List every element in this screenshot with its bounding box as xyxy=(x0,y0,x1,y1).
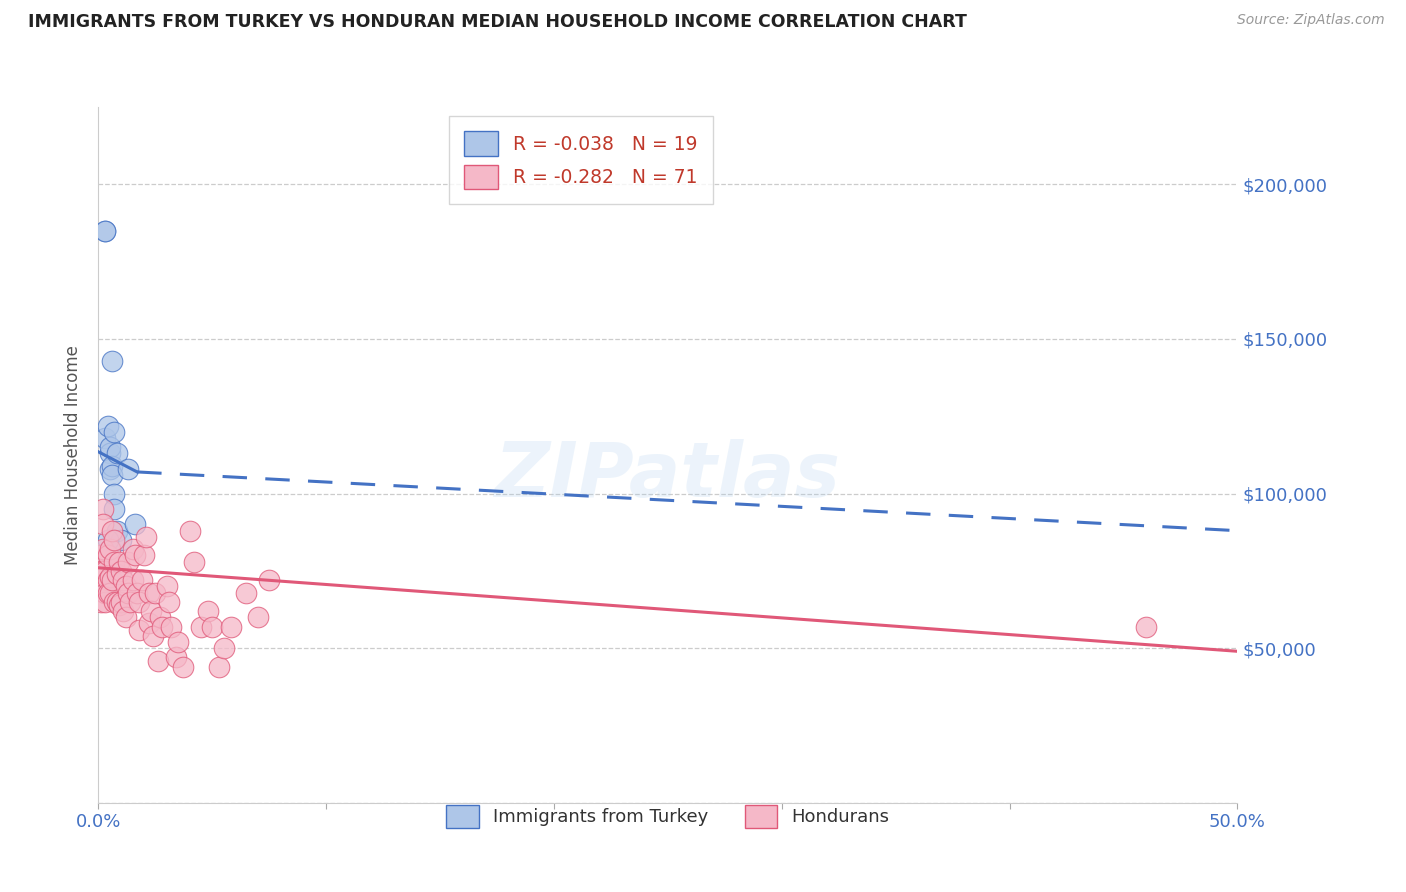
Point xyxy=(219,619,242,633)
Point xyxy=(105,446,128,460)
Point xyxy=(120,595,142,609)
Point xyxy=(117,555,139,569)
Point xyxy=(98,585,121,599)
Point xyxy=(124,517,146,532)
Point xyxy=(96,585,118,599)
Point xyxy=(259,573,281,587)
Point xyxy=(135,530,157,544)
Point xyxy=(108,598,131,612)
Point xyxy=(132,549,155,563)
Point xyxy=(94,585,117,599)
Point xyxy=(145,585,167,599)
Point xyxy=(105,595,128,609)
Point xyxy=(1135,619,1157,633)
Text: ZIPatlas: ZIPatlas xyxy=(495,439,841,513)
Point xyxy=(98,446,121,460)
Point xyxy=(212,641,235,656)
Point xyxy=(165,650,187,665)
Point xyxy=(121,573,143,587)
Point xyxy=(94,224,117,238)
Point xyxy=(91,502,114,516)
Point xyxy=(103,486,125,500)
Point xyxy=(110,564,132,578)
Point xyxy=(208,659,231,673)
Point xyxy=(101,458,124,473)
Point xyxy=(128,595,150,609)
Point xyxy=(183,555,205,569)
Point xyxy=(90,595,112,609)
Point xyxy=(91,564,114,578)
Point xyxy=(131,573,153,587)
Point xyxy=(103,502,125,516)
Point xyxy=(167,635,190,649)
Point xyxy=(101,353,124,368)
Point xyxy=(94,579,117,593)
Point xyxy=(139,604,162,618)
Point xyxy=(112,573,135,587)
Point xyxy=(105,566,128,581)
Point xyxy=(96,573,118,587)
Point xyxy=(103,555,125,569)
Point xyxy=(94,431,117,445)
Point xyxy=(98,440,121,454)
Point xyxy=(121,542,143,557)
Point xyxy=(190,619,212,633)
Point xyxy=(117,462,139,476)
Point xyxy=(138,585,160,599)
Point xyxy=(138,616,160,631)
Point xyxy=(105,524,128,538)
Point xyxy=(90,564,112,578)
Point xyxy=(98,570,121,584)
Text: IMMIGRANTS FROM TURKEY VS HONDURAN MEDIAN HOUSEHOLD INCOME CORRELATION CHART: IMMIGRANTS FROM TURKEY VS HONDURAN MEDIA… xyxy=(28,13,967,31)
Point xyxy=(157,595,180,609)
Point xyxy=(90,579,112,593)
Point xyxy=(201,619,224,633)
Point xyxy=(96,549,118,563)
Point xyxy=(156,579,179,593)
Point xyxy=(246,610,269,624)
Point xyxy=(91,517,114,532)
Point xyxy=(110,595,132,609)
Point xyxy=(114,579,136,593)
Point xyxy=(98,462,121,476)
Point xyxy=(142,629,165,643)
Point xyxy=(103,595,125,609)
Y-axis label: Median Household Income: Median Household Income xyxy=(65,345,83,565)
Point xyxy=(101,573,124,587)
Point xyxy=(101,468,124,483)
Point xyxy=(197,604,219,618)
Point xyxy=(179,524,201,538)
Point xyxy=(108,555,131,569)
Point xyxy=(98,542,121,557)
Point xyxy=(127,585,149,599)
Point xyxy=(96,418,118,433)
Legend: Immigrants from Turkey, Hondurans: Immigrants from Turkey, Hondurans xyxy=(432,790,904,842)
Point xyxy=(96,533,118,547)
Point xyxy=(94,564,117,578)
Point xyxy=(128,623,150,637)
Point xyxy=(103,425,125,439)
Point xyxy=(124,549,146,563)
Point xyxy=(101,524,124,538)
Point xyxy=(146,654,169,668)
Point xyxy=(94,595,117,609)
Point xyxy=(117,585,139,599)
Point xyxy=(112,604,135,618)
Point xyxy=(114,610,136,624)
Point xyxy=(160,619,183,633)
Text: Source: ZipAtlas.com: Source: ZipAtlas.com xyxy=(1237,13,1385,28)
Point xyxy=(149,610,172,624)
Point xyxy=(103,533,125,547)
Point xyxy=(150,619,173,633)
Point xyxy=(235,585,257,599)
Point xyxy=(172,659,194,673)
Point xyxy=(91,542,114,557)
Point xyxy=(90,549,112,563)
Point xyxy=(94,224,117,238)
Point xyxy=(110,533,132,547)
